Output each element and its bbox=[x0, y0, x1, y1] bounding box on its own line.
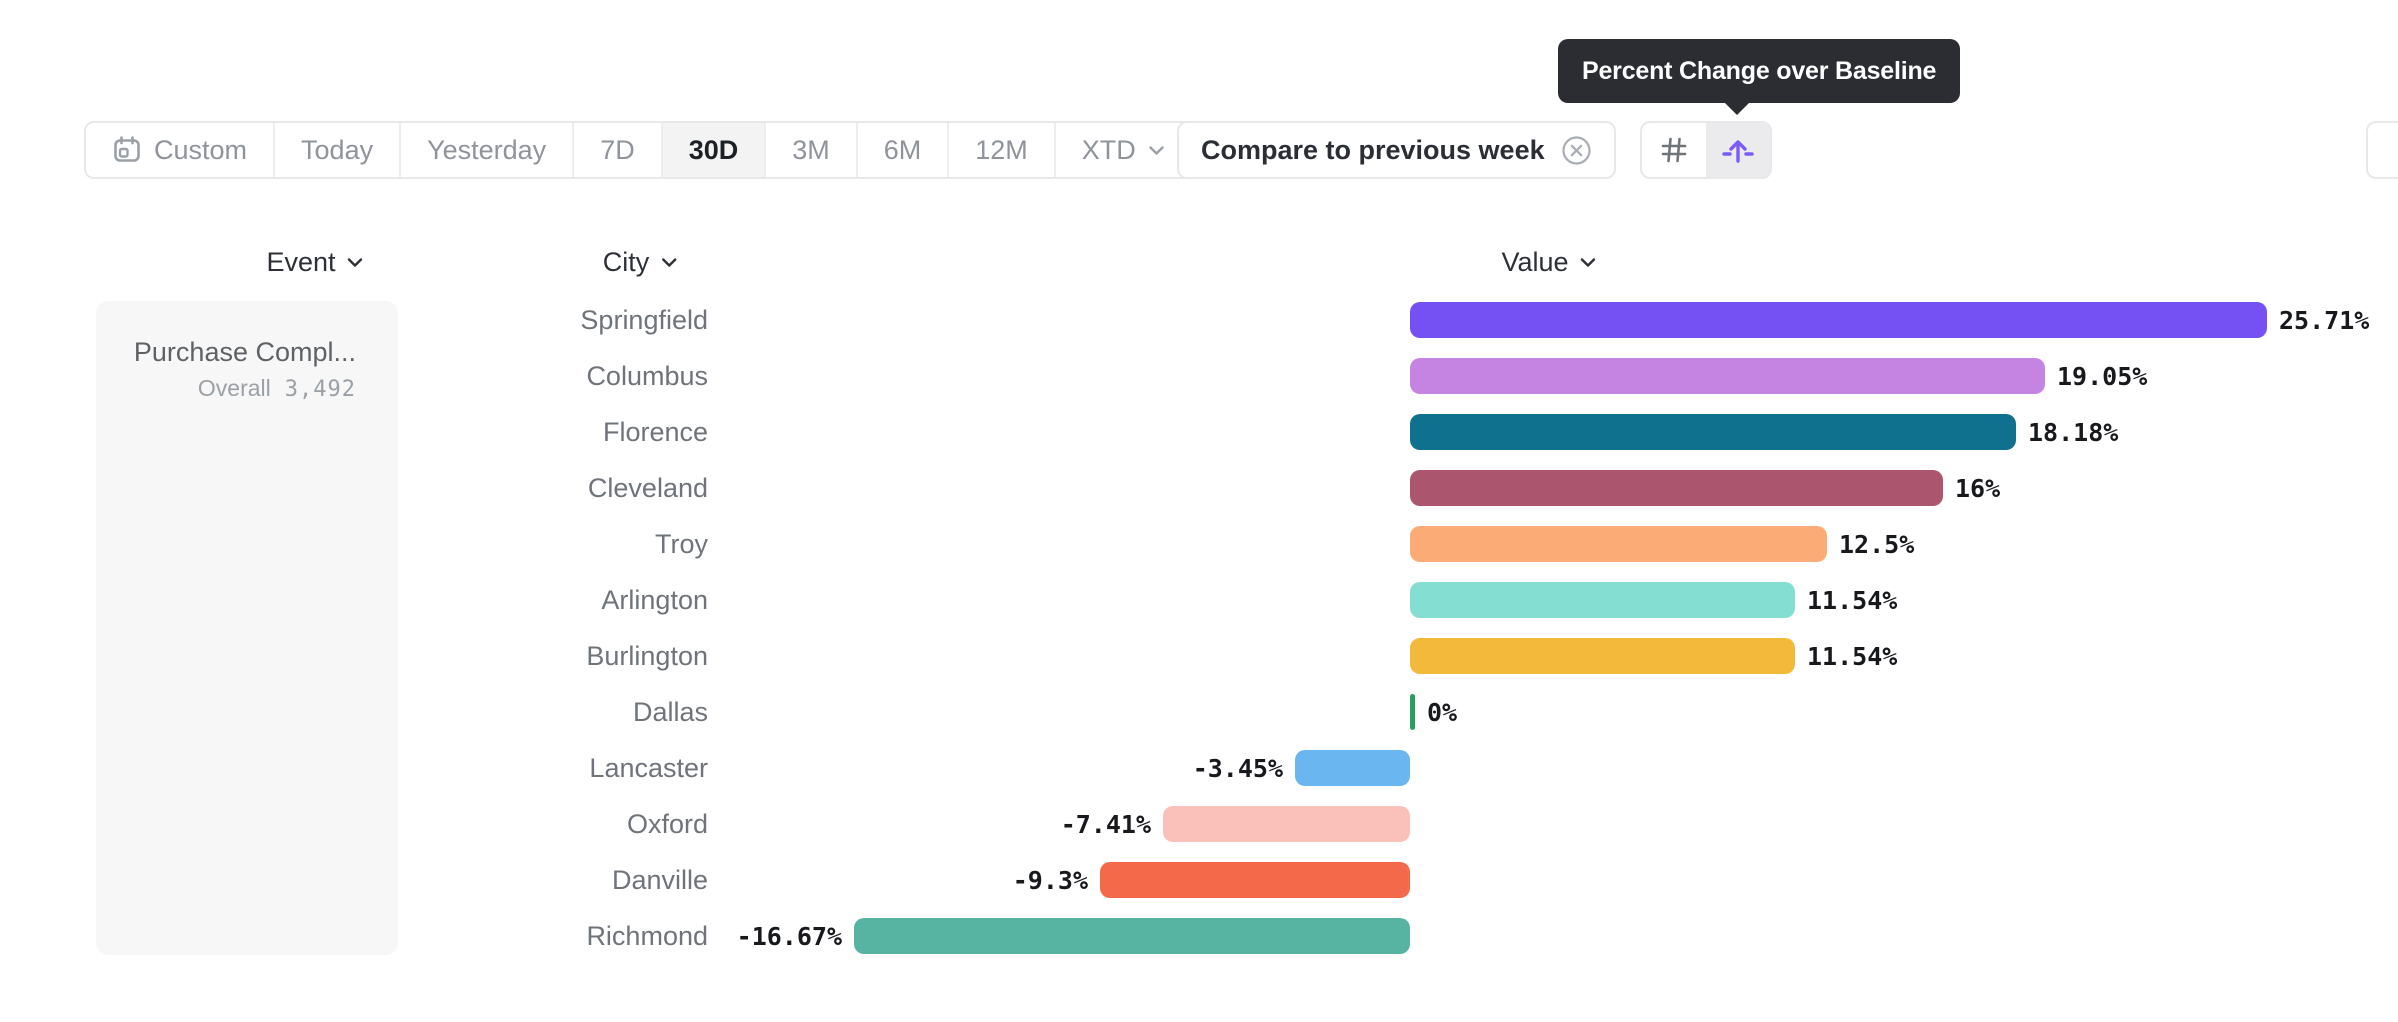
date-range-12m[interactable]: 12M bbox=[949, 123, 1056, 177]
event-overall: Overall 3,492 bbox=[198, 375, 356, 402]
bar-oxford[interactable] bbox=[1163, 806, 1410, 842]
chart-rows: Springfield 25.71% Columbus 19.05% Florence 1… bbox=[0, 292, 2398, 964]
chart-row-burlington: Burlington 11.54% bbox=[0, 628, 2398, 684]
column-header-city[interactable]: City bbox=[603, 247, 678, 278]
city-label: Lancaster bbox=[589, 753, 708, 783]
value-label: 11.54% bbox=[1807, 586, 1898, 615]
event-overall-label: Overall bbox=[197, 375, 271, 401]
date-range-3m[interactable]: 3M bbox=[766, 123, 858, 177]
date-range-custom[interactable]: Custom bbox=[86, 123, 276, 177]
chart-row-dallas: Dallas 0% bbox=[0, 684, 2398, 740]
city-label: Richmond bbox=[586, 921, 708, 951]
city-label: Oxford bbox=[626, 809, 708, 839]
value-label: 11.54% bbox=[1807, 642, 1898, 671]
city-label: Arlington bbox=[601, 585, 708, 615]
chart-row-cleveland: Cleveland 16% bbox=[0, 460, 2398, 516]
bar-springfield[interactable] bbox=[1410, 302, 2267, 338]
city-label: Florence bbox=[602, 417, 708, 447]
date-range-label: Yesterday bbox=[427, 134, 547, 165]
bar-burlington[interactable] bbox=[1410, 638, 1795, 674]
city-label: Troy bbox=[655, 529, 708, 559]
column-header-value[interactable]: Value bbox=[1501, 247, 1596, 278]
date-range-30d[interactable]: 30D bbox=[662, 123, 767, 177]
chart-row-danville: Danville -9.3% bbox=[0, 852, 2398, 908]
bar-cleveland[interactable] bbox=[1410, 470, 1943, 506]
column-header-value-label: Value bbox=[1501, 247, 1569, 277]
calendar-icon bbox=[112, 135, 142, 165]
value-label: -7.41% bbox=[1060, 810, 1151, 839]
bar-troy[interactable] bbox=[1410, 526, 1827, 562]
bar-columbus[interactable] bbox=[1410, 358, 2045, 394]
bar-florence[interactable] bbox=[1410, 414, 2016, 450]
number-values-icon bbox=[1659, 135, 1689, 165]
date-range-label: 6M bbox=[883, 134, 922, 165]
column-header-event-label: Event bbox=[266, 247, 336, 277]
city-label: Cleveland bbox=[587, 473, 708, 503]
date-range-label: 30D bbox=[688, 134, 739, 165]
chevron-down-icon bbox=[660, 257, 677, 268]
number-values-button[interactable] bbox=[1642, 123, 1706, 177]
compare-chip-label: Compare to previous week bbox=[1201, 134, 1545, 165]
city-label: Dallas bbox=[632, 697, 708, 727]
date-range-label: 12M bbox=[975, 134, 1028, 165]
date-range-today[interactable]: Today bbox=[275, 123, 402, 177]
value-label: 0% bbox=[1427, 698, 1458, 727]
chart-row-richmond: Richmond -16.67% bbox=[0, 908, 2398, 964]
event-card[interactable]: Purchase Compl... Overall 3,492 bbox=[96, 301, 398, 955]
percent-change-baseline-button[interactable] bbox=[1706, 123, 1770, 177]
bar-lancaster[interactable] bbox=[1295, 750, 1410, 786]
value-label: 19.05% bbox=[2057, 362, 2148, 391]
bar-richmond[interactable] bbox=[854, 918, 1410, 954]
chart-row-oxford: Oxford -7.41% bbox=[0, 796, 2398, 852]
tooltip-caret bbox=[1723, 101, 1751, 115]
event-overall-value: 3,492 bbox=[284, 377, 356, 402]
city-label: Springfield bbox=[580, 305, 708, 335]
value-label: 18.18% bbox=[2028, 418, 2119, 447]
x-circle-icon[interactable] bbox=[1561, 135, 1592, 166]
city-label: Columbus bbox=[586, 361, 708, 391]
date-range-yesterday[interactable]: Yesterday bbox=[401, 123, 575, 177]
value-label: 12.5% bbox=[1839, 530, 1915, 559]
chevron-down-icon bbox=[347, 257, 364, 268]
tooltip-percent-change-over-baseline: Percent Change over Baseline bbox=[1558, 39, 1961, 103]
value-label: 16% bbox=[1955, 474, 2001, 503]
date-range-6m[interactable]: 6M bbox=[857, 123, 950, 177]
value-label: 25.71% bbox=[2279, 306, 2370, 335]
chart-row-lancaster: Lancaster -3.45% bbox=[0, 740, 2398, 796]
chart-row-florence: Florence 18.18% bbox=[0, 404, 2398, 460]
toolbar: Custom Today Yesterday 7D 30D 3M 6M 12M XTD Comp… bbox=[0, 121, 2398, 179]
bar-dallas[interactable] bbox=[1410, 694, 1415, 730]
date-range-label: 3M bbox=[792, 134, 830, 165]
city-label: Burlington bbox=[586, 641, 708, 671]
date-range-label: 7D bbox=[600, 134, 635, 165]
bar-arlington[interactable] bbox=[1410, 582, 1795, 618]
value-label: -16.67% bbox=[736, 922, 842, 951]
value-display-toggle-group bbox=[1640, 121, 1772, 179]
column-header-city-label: City bbox=[602, 247, 650, 277]
date-range-label: Custom bbox=[154, 134, 248, 165]
date-range-xtd[interactable]: XTD bbox=[1055, 123, 1191, 177]
percent-change-baseline-icon bbox=[1721, 133, 1755, 167]
date-range-label: Today bbox=[301, 134, 374, 165]
chevron-down-icon bbox=[1148, 145, 1165, 156]
date-range-group: Custom Today Yesterday 7D 30D 3M 6M 12M XTD bbox=[84, 121, 1193, 179]
chevron-down-icon bbox=[1580, 257, 1597, 268]
city-label: Danville bbox=[611, 865, 708, 895]
value-label: -3.45% bbox=[1192, 754, 1283, 783]
chart-row-troy: Troy 12.5% bbox=[0, 516, 2398, 572]
event-name: Purchase Compl... bbox=[133, 337, 356, 367]
chart-row-arlington: Arlington 11.54% bbox=[0, 572, 2398, 628]
date-range-label: XTD bbox=[1081, 134, 1136, 165]
value-label: -9.3% bbox=[1012, 866, 1088, 895]
date-range-7d[interactable]: 7D bbox=[574, 123, 663, 177]
compare-chip[interactable]: Compare to previous week bbox=[1177, 121, 1616, 179]
chart-row-columbus: Columbus 19.05% bbox=[0, 348, 2398, 404]
tooltip-text: Percent Change over Baseline bbox=[1582, 56, 1937, 85]
chart-row-springfield: Springfield 25.71% bbox=[0, 292, 2398, 348]
column-header-event[interactable]: Event bbox=[266, 247, 363, 278]
clipped-right-edge-button[interactable] bbox=[2366, 121, 2398, 179]
bar-danville[interactable] bbox=[1100, 862, 1410, 898]
